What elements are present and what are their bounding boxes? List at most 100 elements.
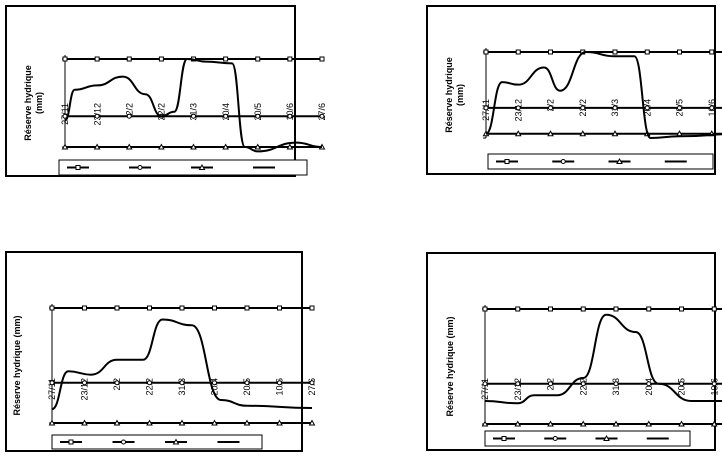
series-circle-point xyxy=(223,113,229,119)
series-square-point xyxy=(319,56,325,62)
series-circle-point xyxy=(255,113,261,119)
y-axis-label-line: Réserve hydrique (mm) xyxy=(12,315,22,415)
series-circle-point xyxy=(277,380,282,386)
x-tick-label: 27/11 xyxy=(480,378,490,400)
x-tick-label: 10/6 xyxy=(709,378,719,396)
series-square-point xyxy=(223,56,229,62)
x-tick-label: 20/4 xyxy=(644,378,654,396)
series-circle-point xyxy=(612,105,618,111)
y-axis-label-line: Réserve hydrique (mm) xyxy=(445,316,455,416)
series-square-point xyxy=(613,306,619,312)
series-triangle-point xyxy=(579,420,587,427)
x-tick-label: 22/2 xyxy=(157,103,167,121)
legend-marker xyxy=(172,438,180,445)
series-triangle-point xyxy=(222,143,229,150)
x-tick-label: 31/3 xyxy=(189,103,199,121)
series-triangle-point xyxy=(579,130,587,137)
chart-4: Réserve hydrique (mm)27/1123/122/222/231… xyxy=(445,305,722,447)
x-tick-label: 2/2 xyxy=(124,103,134,116)
series-square-point xyxy=(548,306,553,312)
series-square-point xyxy=(580,306,586,312)
legend-marker xyxy=(68,439,74,445)
legend-box xyxy=(484,430,691,447)
x-tick-label: 20/5 xyxy=(677,378,687,396)
legend-marker xyxy=(560,159,566,164)
series-square-point xyxy=(82,305,87,311)
series-square-point xyxy=(212,305,217,311)
series-circle-point xyxy=(677,105,682,111)
series-square-point xyxy=(49,305,55,311)
series-circle-point xyxy=(482,381,488,387)
x-tick-label: 27/6 xyxy=(317,103,327,121)
series-triangle-point xyxy=(612,420,620,427)
legend-marker xyxy=(603,434,610,441)
series-circle-point xyxy=(309,380,315,386)
x-tick-label: 31/3 xyxy=(611,378,621,396)
series-square-point xyxy=(711,306,717,312)
series-square-point xyxy=(94,56,100,62)
series-square-point xyxy=(309,305,315,311)
legend-box xyxy=(51,434,263,450)
legend-marker xyxy=(137,165,143,170)
series-triangle-point xyxy=(48,419,56,426)
series-square-point xyxy=(255,56,261,62)
y-axis-label: Réserve hydrique(mm) xyxy=(444,57,465,133)
legend-marker xyxy=(501,436,507,441)
series-circle-point xyxy=(644,105,650,111)
x-tick-label: 31/3 xyxy=(177,378,187,396)
series-circle-point xyxy=(646,381,652,387)
series-square-point xyxy=(126,56,132,62)
series-triangle-point xyxy=(146,419,153,426)
x-tick-label: 2/2 xyxy=(546,99,556,112)
series-triangle-point xyxy=(211,419,218,426)
x-tick-label: 27/6 xyxy=(307,378,317,396)
legend-marker xyxy=(552,436,558,441)
series-square-point xyxy=(515,49,521,55)
chart-3: Réserve hydrique (mm)27/1123/122/222/231… xyxy=(12,304,317,450)
series-triangle-point xyxy=(611,130,619,137)
series-triangle-point xyxy=(61,143,69,150)
series-triangle-point xyxy=(481,420,489,427)
series-circle-point xyxy=(287,113,293,119)
x-tick-label: 23/12 xyxy=(80,378,90,401)
series-square-point xyxy=(677,49,682,55)
x-tick-label: 22/2 xyxy=(145,378,155,396)
series-triangle-point xyxy=(81,419,88,426)
series-circle-point xyxy=(580,381,586,387)
series-square-point xyxy=(287,56,293,62)
series-triangle-point xyxy=(254,143,262,150)
series-triangle-point xyxy=(710,420,718,427)
series-circle-point xyxy=(711,381,717,387)
series-triangle-point xyxy=(514,420,522,427)
y-axis-label-line: Réserve hydrique xyxy=(444,57,454,133)
legend-marker xyxy=(616,157,623,164)
legend-marker xyxy=(504,159,510,164)
x-tick-label: 23/12 xyxy=(513,378,523,401)
y-axis-label-line: (mm) xyxy=(455,84,465,106)
legend-marker xyxy=(198,163,206,170)
y-axis-label-line: (mm) xyxy=(34,92,44,114)
series-triangle-point xyxy=(190,143,197,150)
series-circle-point xyxy=(709,105,715,111)
chart-panel-1: Réserve hydrique(mm)27/1123/122/222/231/… xyxy=(5,5,327,177)
series-triangle-point xyxy=(113,419,121,426)
series-circle-point xyxy=(319,113,325,119)
x-tick-label: 27/11 xyxy=(47,378,57,400)
series-square-point xyxy=(179,305,185,311)
series-reserve-line xyxy=(484,313,722,405)
legend-marker xyxy=(121,439,126,445)
series-reserve-line xyxy=(485,50,722,140)
series-circle-point xyxy=(114,380,120,386)
y-axis-label-line: Réserve hydrique xyxy=(23,65,33,141)
x-tick-label: 20/5 xyxy=(253,103,263,121)
series-reserve-line xyxy=(64,57,323,153)
series-square-point xyxy=(515,306,521,312)
series-circle-point xyxy=(49,380,55,386)
series-triangle-point xyxy=(514,130,522,137)
series-square-point xyxy=(679,306,684,312)
series-square-point xyxy=(482,306,488,312)
series-circle-point xyxy=(212,380,217,386)
x-tick-label: 20/4 xyxy=(210,378,220,396)
series-circle-point xyxy=(147,380,152,386)
series-triangle-point xyxy=(243,419,251,426)
